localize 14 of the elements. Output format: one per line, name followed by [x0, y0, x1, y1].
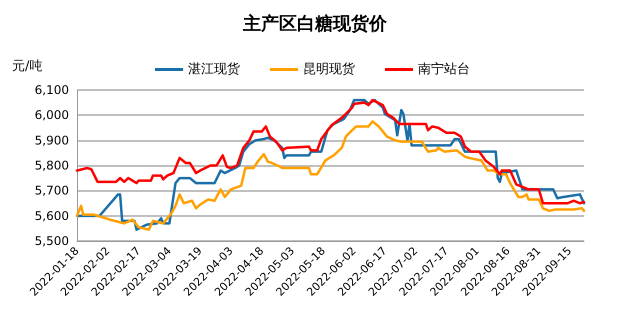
chart-title: 主产区白糖现货价 — [242, 14, 388, 34]
y-tick-label: 5,900 — [34, 133, 69, 148]
y-tick-label: 5,500 — [34, 234, 69, 248]
line-series — [76, 98, 586, 204]
y-tick-label: 5,700 — [34, 184, 69, 198]
legend-label: 昆明现货 — [303, 62, 355, 77]
legend-label: 湛江现货 — [188, 62, 240, 77]
y-tick-label: 5,800 — [34, 158, 69, 172]
y-tick-label: 6,000 — [34, 108, 69, 122]
line-series — [76, 120, 586, 231]
y-axis-title: 元/吨 — [12, 59, 42, 74]
legend-label: 南宁站台 — [418, 61, 470, 77]
y-tick-label: 5,600 — [34, 208, 69, 223]
y-tick-label: 6,100 — [34, 83, 69, 97]
